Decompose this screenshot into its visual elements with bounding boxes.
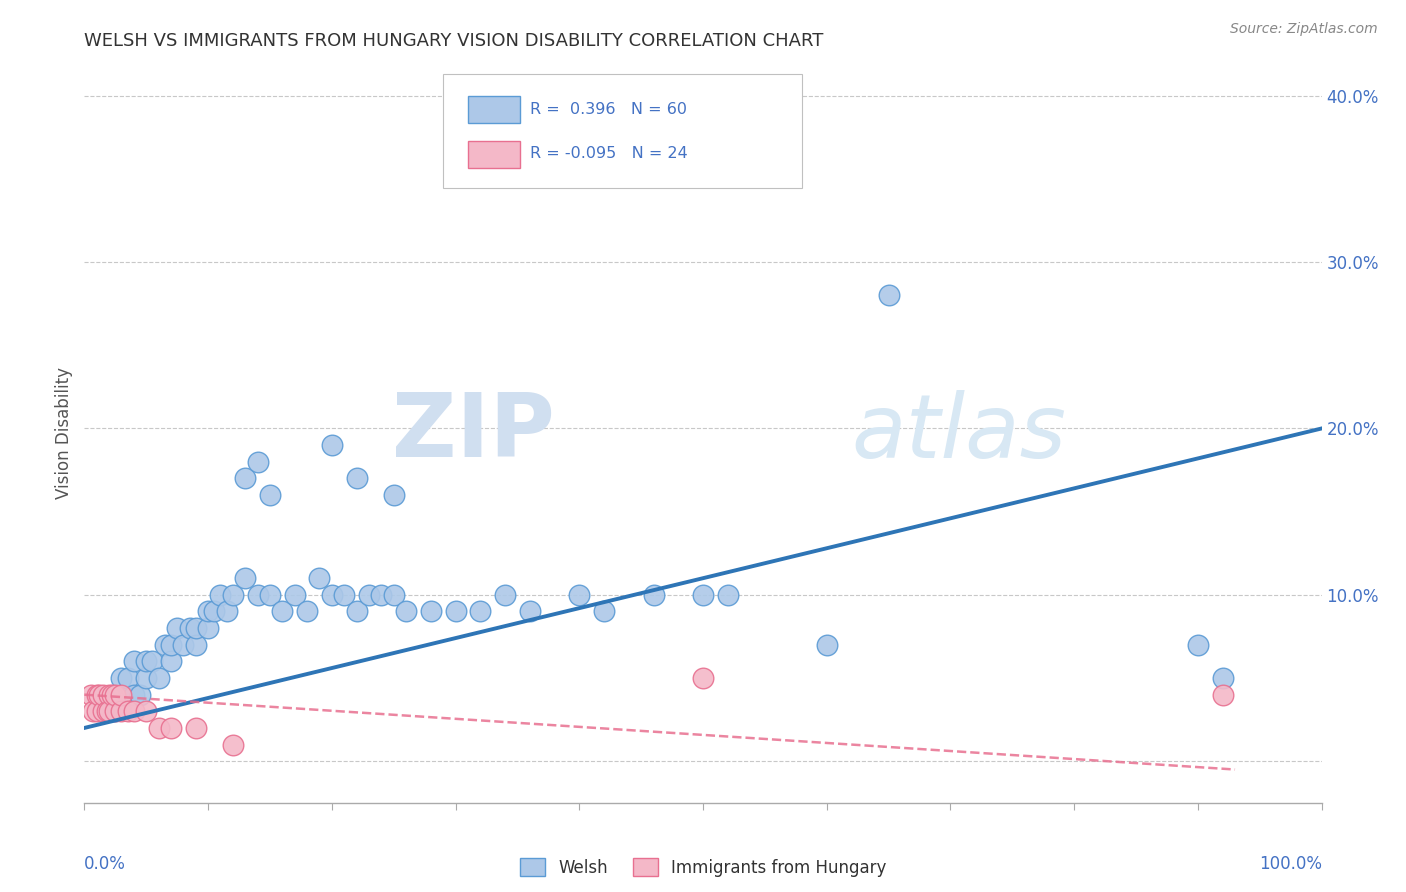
Point xyxy=(246,455,269,469)
Point xyxy=(104,704,127,718)
Point xyxy=(184,721,207,735)
Text: Source: ZipAtlas.com: Source: ZipAtlas.com xyxy=(1230,22,1378,37)
Point xyxy=(321,438,343,452)
Point xyxy=(91,704,114,718)
Point xyxy=(135,704,157,718)
Point xyxy=(259,488,281,502)
Text: R = -0.095   N = 24: R = -0.095 N = 24 xyxy=(530,146,688,161)
Point xyxy=(271,605,294,619)
Point xyxy=(233,471,256,485)
Point xyxy=(1187,638,1209,652)
FancyBboxPatch shape xyxy=(468,141,520,168)
Y-axis label: Vision Disability: Vision Disability xyxy=(55,367,73,499)
Point xyxy=(160,721,183,735)
Point xyxy=(470,605,492,619)
Point xyxy=(717,588,740,602)
Point xyxy=(197,605,219,619)
Point xyxy=(321,588,343,602)
Point xyxy=(692,671,714,685)
Point xyxy=(110,671,132,685)
Point xyxy=(148,671,170,685)
Point xyxy=(295,605,318,619)
Point xyxy=(122,654,145,668)
Point xyxy=(172,638,194,652)
Point xyxy=(215,605,238,619)
Text: 100.0%: 100.0% xyxy=(1258,855,1322,872)
Text: WELSH VS IMMIGRANTS FROM HUNGARY VISION DISABILITY CORRELATION CHART: WELSH VS IMMIGRANTS FROM HUNGARY VISION … xyxy=(84,32,824,50)
Point xyxy=(104,688,127,702)
Point xyxy=(148,721,170,735)
Point xyxy=(179,621,201,635)
Point xyxy=(98,688,121,702)
Point xyxy=(222,738,245,752)
Point xyxy=(222,588,245,602)
Point xyxy=(346,471,368,485)
Point xyxy=(135,671,157,685)
Text: 0.0%: 0.0% xyxy=(84,855,127,872)
Point xyxy=(877,288,900,302)
Point xyxy=(135,654,157,668)
Point xyxy=(82,704,104,718)
Point xyxy=(129,688,152,702)
Point xyxy=(91,688,114,702)
Point xyxy=(117,704,139,718)
Point xyxy=(333,588,356,602)
Point xyxy=(122,704,145,718)
Point xyxy=(79,688,101,702)
Point xyxy=(382,588,405,602)
Point xyxy=(117,671,139,685)
Point xyxy=(89,688,111,702)
Point xyxy=(643,588,665,602)
Point xyxy=(122,688,145,702)
Point xyxy=(110,688,132,702)
Point xyxy=(96,704,118,718)
Point xyxy=(419,605,441,619)
Point xyxy=(98,704,121,718)
Point xyxy=(209,588,232,602)
Point xyxy=(104,704,127,718)
Point xyxy=(395,605,418,619)
Point xyxy=(110,704,132,718)
Point xyxy=(233,571,256,585)
Point xyxy=(815,638,838,652)
Point xyxy=(86,704,108,718)
Point xyxy=(1212,688,1234,702)
Point xyxy=(308,571,330,585)
Point xyxy=(382,488,405,502)
Legend: Welsh, Immigrants from Hungary: Welsh, Immigrants from Hungary xyxy=(513,852,893,883)
Point xyxy=(98,704,121,718)
Point xyxy=(370,588,392,602)
Point xyxy=(166,621,188,635)
Point xyxy=(444,605,467,619)
Point xyxy=(86,688,108,702)
Text: ZIP: ZIP xyxy=(392,389,554,476)
Point xyxy=(110,688,132,702)
Point xyxy=(494,588,516,602)
Point xyxy=(153,638,176,652)
Point xyxy=(259,588,281,602)
Text: atlas: atlas xyxy=(852,390,1066,475)
Point xyxy=(246,588,269,602)
Point xyxy=(184,621,207,635)
Point xyxy=(160,654,183,668)
Point xyxy=(568,588,591,602)
Point xyxy=(692,588,714,602)
Point xyxy=(141,654,163,668)
Point xyxy=(202,605,225,619)
Point xyxy=(100,688,122,702)
Point xyxy=(1212,671,1234,685)
Point xyxy=(284,588,307,602)
Point xyxy=(160,638,183,652)
Text: R =  0.396   N = 60: R = 0.396 N = 60 xyxy=(530,102,686,117)
FancyBboxPatch shape xyxy=(468,96,520,123)
Point xyxy=(519,605,541,619)
Point xyxy=(357,588,380,602)
Point xyxy=(197,621,219,635)
Point xyxy=(593,605,616,619)
Point xyxy=(346,605,368,619)
Point xyxy=(184,638,207,652)
FancyBboxPatch shape xyxy=(443,73,801,188)
